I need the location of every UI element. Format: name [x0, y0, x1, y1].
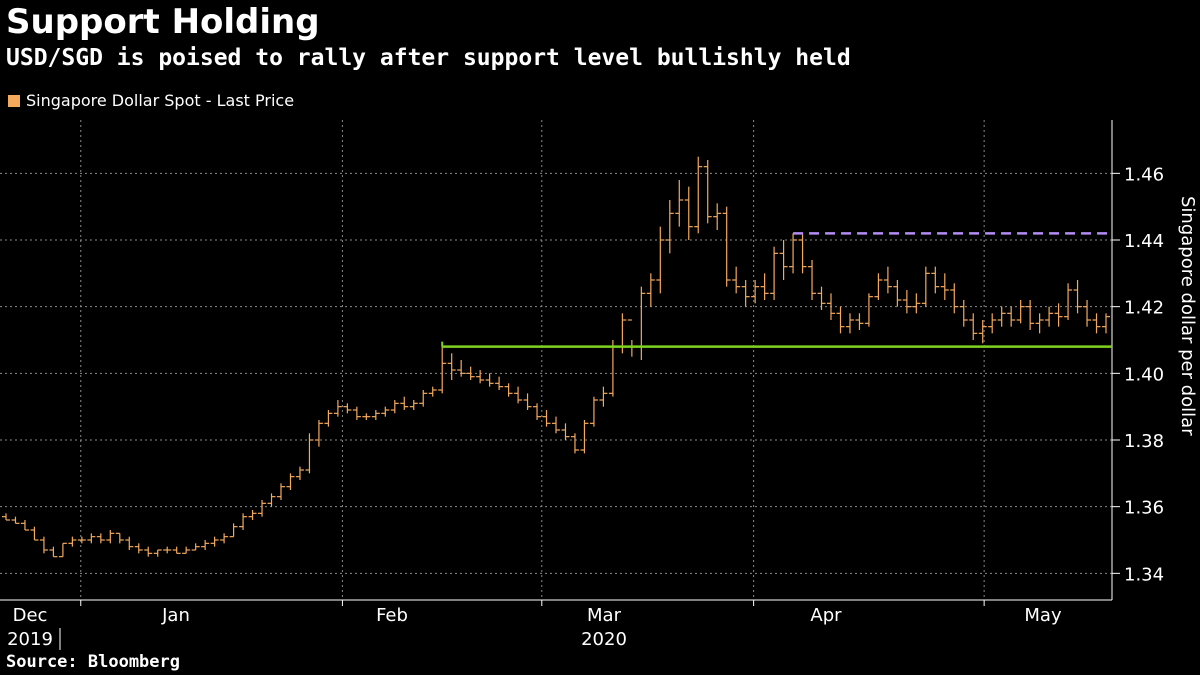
x-tick-label: Mar: [587, 605, 622, 626]
x-year-label: 2019: [7, 629, 53, 650]
source-note: Source: Bloomberg: [6, 652, 180, 672]
y-tick-label: 1.34: [1124, 564, 1164, 585]
x-tick-label: May: [1024, 605, 1062, 626]
y-axis-title: Singapore dollar per dollar: [1177, 196, 1198, 436]
y-tick-label: 1.42: [1124, 298, 1164, 319]
y-tick-label: 1.36: [1124, 498, 1164, 519]
x-year-label: 2020: [581, 629, 627, 650]
y-tick-label: 1.40: [1124, 364, 1164, 385]
x-tick-label: Feb: [376, 605, 408, 626]
x-tick-label: Jan: [161, 605, 190, 626]
legend-swatch-icon: [8, 94, 20, 107]
legend-label: Singapore Dollar Spot - Last Price: [26, 91, 295, 110]
legend: Singapore Dollar Spot - Last Price: [8, 91, 294, 110]
x-tick-label: Apr: [810, 605, 842, 626]
x-tick-label: Dec: [13, 605, 48, 626]
chart-title: Support Holding: [6, 2, 320, 42]
y-tick-label: 1.46: [1124, 164, 1164, 185]
y-tick-label: 1.44: [1124, 231, 1164, 252]
chart-subtitle: USD/SGD is poised to rally after support…: [6, 45, 851, 71]
y-tick-label: 1.38: [1124, 431, 1164, 452]
